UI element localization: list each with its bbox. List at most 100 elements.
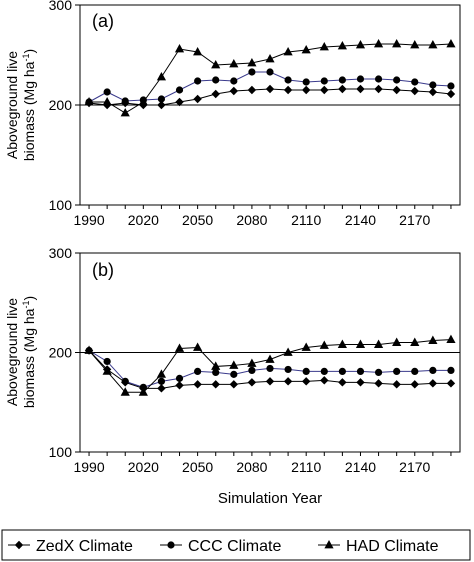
data-point <box>283 85 293 95</box>
data-point <box>156 72 167 81</box>
data-point <box>392 39 402 48</box>
data-point <box>337 339 347 348</box>
legend-label: HAD Climate <box>346 538 439 555</box>
data-point <box>229 360 239 369</box>
data-point <box>393 367 401 376</box>
x-tick-label: 2110 <box>291 459 321 475</box>
legend-frame <box>1 529 471 561</box>
data-point <box>102 366 112 375</box>
data-point <box>265 354 275 363</box>
data-point <box>175 381 184 390</box>
chart-panel-a: (a) Aboveground live biomass (Mg ha-1) 1… <box>4 0 461 228</box>
x-tick-label: 2170 <box>399 212 430 228</box>
data-point <box>175 374 184 382</box>
data-point <box>247 85 257 95</box>
data-point <box>301 85 311 95</box>
data-point <box>446 89 456 99</box>
x-tick-label: 2080 <box>236 212 267 228</box>
data-point <box>301 342 311 351</box>
data-point <box>248 366 256 375</box>
data-point <box>410 40 420 49</box>
data-point <box>447 366 455 375</box>
data-point <box>410 86 419 96</box>
data-point <box>301 45 311 54</box>
data-point <box>338 367 346 376</box>
data-point <box>283 347 293 356</box>
data-point <box>410 337 420 346</box>
data-point <box>374 368 383 376</box>
legend-item: ZedX Climate <box>8 538 133 555</box>
y-axis-label-superscript: -1 <box>21 301 31 309</box>
data-point <box>428 87 438 97</box>
data-point <box>193 94 202 104</box>
data-point <box>229 86 239 96</box>
data-point <box>121 377 129 385</box>
data-point <box>211 89 220 99</box>
data-point <box>320 85 329 95</box>
series-diamond <box>84 84 456 110</box>
data-point <box>229 380 239 389</box>
data-point <box>194 77 202 85</box>
legend-item: HAD Climate <box>318 538 439 555</box>
data-point <box>392 380 401 389</box>
data-point <box>120 387 130 396</box>
data-point <box>174 44 185 53</box>
legend-label: ZedX Climate <box>36 538 133 555</box>
legend-marker <box>167 541 175 549</box>
data-point <box>374 379 383 388</box>
x-tick-label: 2140 <box>345 459 376 475</box>
data-point <box>338 378 347 387</box>
data-point <box>320 367 328 376</box>
data-point <box>84 345 94 354</box>
data-point <box>428 379 438 388</box>
data-point <box>121 97 129 105</box>
data-point <box>265 377 275 386</box>
data-point <box>211 380 220 389</box>
data-point <box>157 377 166 385</box>
x-tick-label: 2140 <box>345 212 376 228</box>
data-point <box>265 84 275 94</box>
data-point <box>156 369 167 378</box>
data-point <box>247 358 257 367</box>
data-point <box>373 39 384 48</box>
data-point <box>429 81 437 89</box>
x-tick-label: 2110 <box>291 212 321 228</box>
x-tick-label: 2170 <box>399 459 430 475</box>
data-point <box>283 47 293 56</box>
data-point <box>266 68 274 76</box>
data-point <box>84 97 94 106</box>
data-point <box>230 370 238 378</box>
data-point <box>356 84 365 94</box>
data-point <box>301 377 311 386</box>
data-point <box>338 84 347 94</box>
x-tick-label: 2020 <box>128 459 159 475</box>
y-axis-label-line2: biomass (Mg ha-1) <box>21 49 37 161</box>
data-point <box>248 68 256 76</box>
data-point <box>355 339 366 348</box>
data-point <box>230 77 238 85</box>
y-axis-label-line1: Aboveground live <box>4 51 20 159</box>
series-circle <box>85 346 455 391</box>
data-point <box>157 95 166 103</box>
legend-label: CCC Climate <box>188 538 281 555</box>
data-point <box>428 40 438 49</box>
data-point <box>302 78 310 86</box>
legend-item: CCC Climate <box>160 538 281 555</box>
data-point <box>429 366 437 375</box>
y-axis-label-close: ) <box>21 49 37 54</box>
data-point <box>229 59 239 68</box>
data-point <box>193 342 203 351</box>
x-tick-label: 2080 <box>236 459 267 475</box>
panel-label: (b) <box>92 260 114 280</box>
x-tick-label: 1990 <box>73 459 104 475</box>
data-point <box>446 39 456 48</box>
data-point <box>102 97 112 106</box>
x-axis-label: Simulation Year <box>218 490 322 507</box>
y-axis-label-text: biomass (Mg ha <box>21 308 37 408</box>
y-tick-label: 300 <box>49 245 73 261</box>
y-tick-label: 300 <box>49 0 73 13</box>
data-point <box>284 76 292 84</box>
data-point <box>266 364 274 373</box>
data-point <box>355 40 366 49</box>
